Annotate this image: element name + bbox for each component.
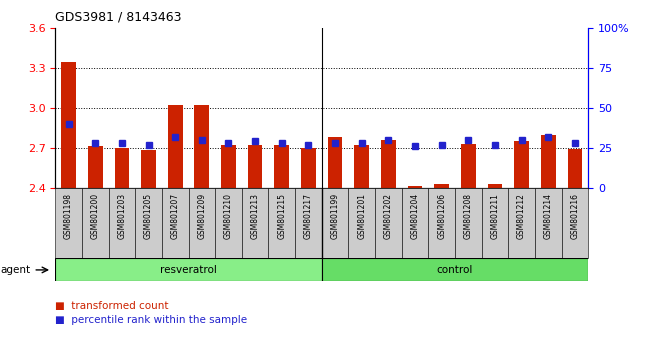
Bar bbox=[402, 188, 428, 258]
Text: GSM801209: GSM801209 bbox=[198, 193, 206, 239]
Bar bbox=[55, 258, 322, 281]
Text: GSM801201: GSM801201 bbox=[358, 193, 366, 239]
Bar bbox=[434, 184, 449, 188]
Text: GSM801211: GSM801211 bbox=[491, 193, 499, 239]
Bar bbox=[61, 62, 76, 188]
Text: GSM801213: GSM801213 bbox=[251, 193, 259, 239]
Bar bbox=[162, 188, 188, 258]
Text: GSM801216: GSM801216 bbox=[571, 193, 579, 239]
Bar bbox=[168, 105, 183, 188]
Bar bbox=[567, 149, 582, 188]
Bar bbox=[375, 188, 402, 258]
Text: GSM801199: GSM801199 bbox=[331, 193, 339, 239]
Bar bbox=[215, 188, 242, 258]
Bar bbox=[461, 144, 476, 188]
Bar bbox=[248, 145, 263, 188]
Bar bbox=[348, 188, 375, 258]
Bar bbox=[301, 148, 316, 188]
Text: GSM801208: GSM801208 bbox=[464, 193, 473, 239]
Bar bbox=[488, 184, 502, 188]
Bar bbox=[274, 145, 289, 188]
Text: ■  transformed count: ■ transformed count bbox=[55, 301, 169, 311]
Bar bbox=[55, 188, 82, 258]
Bar bbox=[221, 145, 236, 188]
Bar bbox=[322, 258, 588, 281]
Bar bbox=[295, 188, 322, 258]
Bar bbox=[381, 140, 396, 188]
Text: GSM801210: GSM801210 bbox=[224, 193, 233, 239]
Text: GSM801203: GSM801203 bbox=[118, 193, 126, 239]
Text: agent: agent bbox=[1, 265, 31, 275]
Bar bbox=[541, 135, 556, 188]
Bar bbox=[109, 188, 135, 258]
Bar bbox=[562, 188, 588, 258]
Text: GSM801200: GSM801200 bbox=[91, 193, 99, 239]
Bar bbox=[242, 188, 268, 258]
Bar bbox=[455, 188, 482, 258]
Bar bbox=[328, 137, 343, 188]
Text: GSM801205: GSM801205 bbox=[144, 193, 153, 239]
Bar bbox=[114, 148, 129, 188]
Bar bbox=[514, 141, 529, 188]
Bar bbox=[82, 188, 109, 258]
Bar bbox=[482, 188, 508, 258]
Text: GSM801207: GSM801207 bbox=[171, 193, 179, 239]
Text: GSM801206: GSM801206 bbox=[437, 193, 446, 239]
Text: GDS3981 / 8143463: GDS3981 / 8143463 bbox=[55, 11, 182, 24]
Text: GSM801198: GSM801198 bbox=[64, 193, 73, 239]
Bar bbox=[535, 188, 562, 258]
Text: resveratrol: resveratrol bbox=[160, 265, 217, 275]
Bar bbox=[88, 147, 103, 188]
Text: control: control bbox=[437, 265, 473, 275]
Text: GSM801212: GSM801212 bbox=[517, 193, 526, 239]
Bar bbox=[194, 105, 209, 188]
Bar bbox=[508, 188, 535, 258]
Bar bbox=[408, 186, 422, 188]
Text: GSM801215: GSM801215 bbox=[278, 193, 286, 239]
Bar bbox=[268, 188, 295, 258]
Bar bbox=[141, 150, 156, 188]
Text: GSM801204: GSM801204 bbox=[411, 193, 419, 239]
Bar bbox=[428, 188, 455, 258]
Text: GSM801214: GSM801214 bbox=[544, 193, 552, 239]
Bar bbox=[322, 188, 348, 258]
Text: GSM801217: GSM801217 bbox=[304, 193, 313, 239]
Text: GSM801202: GSM801202 bbox=[384, 193, 393, 239]
Bar bbox=[354, 145, 369, 188]
Bar bbox=[188, 188, 215, 258]
Text: ■  percentile rank within the sample: ■ percentile rank within the sample bbox=[55, 315, 248, 325]
Bar bbox=[135, 188, 162, 258]
